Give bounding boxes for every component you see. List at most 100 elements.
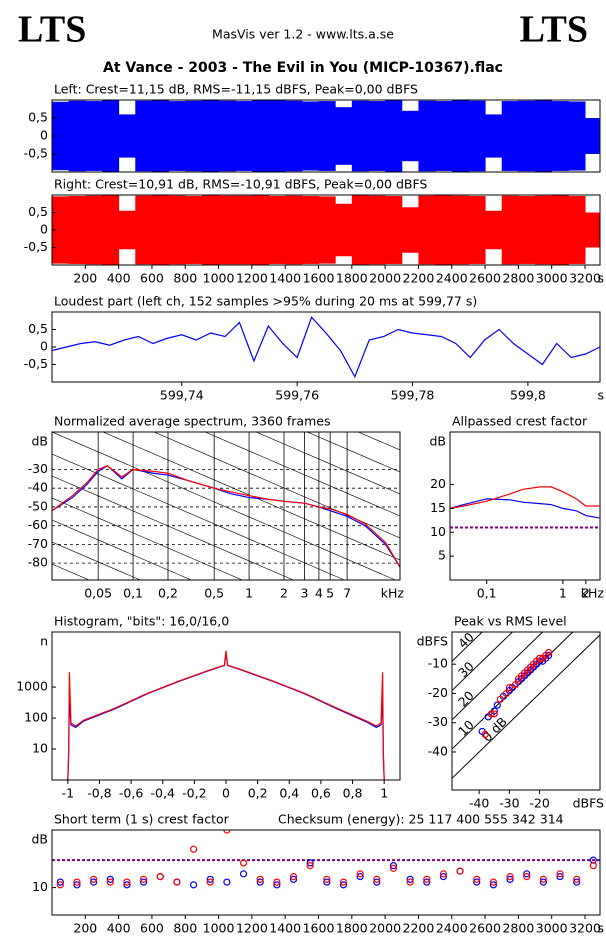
x-unit: s xyxy=(597,388,604,403)
waveform-envelope xyxy=(135,100,153,172)
x-tick-label: 2000 xyxy=(369,921,401,936)
slope-guide xyxy=(52,541,141,580)
point xyxy=(423,878,431,886)
panel: Histogram, "bits": 16,0/16,0n100010010-1… xyxy=(16,614,401,801)
waveform-envelope xyxy=(435,195,453,265)
point xyxy=(423,875,431,883)
waveform-envelope xyxy=(52,196,70,264)
x-tick-label: 1200 xyxy=(236,921,268,936)
x-tick-label: 4 xyxy=(315,586,323,601)
x-tick-label: 3000 xyxy=(536,921,568,936)
x-tick-label: -0,6 xyxy=(119,786,143,801)
waveform-envelope xyxy=(485,210,503,250)
x-tick-label: 400 xyxy=(107,271,131,286)
point xyxy=(239,859,248,867)
waveform-envelope xyxy=(101,100,120,172)
y-tick-label: -0,5 xyxy=(24,146,48,161)
waveform-envelope xyxy=(568,196,586,264)
waveform-envelope xyxy=(118,210,136,250)
plot-area xyxy=(52,830,600,889)
waveform-envelope xyxy=(335,203,353,257)
series-line xyxy=(67,653,385,780)
app-name: MasVis ver 1.2 - www.lts.a.se xyxy=(212,27,394,42)
waveform-envelope xyxy=(85,195,103,265)
point xyxy=(389,862,398,870)
point xyxy=(556,873,564,881)
x-tick-label: 2 xyxy=(582,586,590,601)
series-line xyxy=(67,650,385,780)
waveform-envelope xyxy=(185,196,203,264)
waveform-envelope xyxy=(151,100,170,172)
annotation: Checksum (energy): 25 117 400 555 342 31… xyxy=(278,812,564,827)
point xyxy=(73,881,81,889)
waveform-envelope xyxy=(251,195,270,265)
frame xyxy=(51,311,601,383)
x-unit: kHz xyxy=(381,586,405,601)
point xyxy=(206,875,214,883)
diagonal-label: 20 xyxy=(455,688,477,710)
point xyxy=(539,878,547,886)
point xyxy=(106,878,114,886)
x-tick-label: 2200 xyxy=(403,271,435,286)
slope-guide xyxy=(153,432,400,539)
point xyxy=(273,881,281,889)
waveform-envelope xyxy=(52,101,70,171)
x-tick-label: 200 xyxy=(73,921,97,936)
point xyxy=(406,875,414,883)
waveform-envelope xyxy=(368,195,386,265)
waveform-envelope xyxy=(268,100,286,172)
waveform-envelope xyxy=(218,100,236,172)
point xyxy=(189,845,198,853)
series-line xyxy=(52,316,600,379)
panel-title: Loudest part (left ch, 152 samples >95% … xyxy=(54,294,477,309)
point xyxy=(289,873,298,881)
x-tick-label: 1600 xyxy=(303,921,335,936)
panel-title: Peak vs RMS level xyxy=(454,614,567,629)
waveform-envelope xyxy=(168,101,186,171)
point xyxy=(511,681,520,689)
logo-right: LTS xyxy=(520,9,588,51)
point xyxy=(535,654,544,662)
waveform-envelope xyxy=(468,196,486,264)
x-tick-label: 599,74 xyxy=(160,388,204,403)
x-tick-label: 0,05 xyxy=(84,586,112,601)
y-unit: dBFS xyxy=(417,634,448,649)
y-tick-label: 10 xyxy=(430,524,446,539)
logo-left: LTS xyxy=(18,9,86,51)
panel-title: Allpassed crest factor xyxy=(452,414,588,429)
y-unit: n xyxy=(40,634,48,649)
waveform-envelope xyxy=(251,100,270,172)
y-tick-label: 20 xyxy=(430,476,446,491)
y-tick-label: 10 xyxy=(32,741,48,756)
point xyxy=(573,878,581,886)
waveform-envelope xyxy=(318,101,336,171)
x-tick-label: 2800 xyxy=(502,921,534,936)
waveform-envelope xyxy=(468,100,486,172)
y-tick-label: 0,5 xyxy=(28,110,48,125)
slope-guide xyxy=(52,519,192,580)
point xyxy=(323,878,331,886)
point xyxy=(487,710,495,718)
x-tick-label: -1 xyxy=(62,786,74,801)
x-tick-label: 0,2 xyxy=(248,786,268,801)
slope-guide xyxy=(102,432,400,561)
crest-diagonal xyxy=(452,634,600,779)
x-unit: s xyxy=(597,271,604,286)
x-tick-label: -0,2 xyxy=(182,786,206,801)
x-tick-label: 3 xyxy=(300,586,308,601)
waveform-envelope xyxy=(535,195,553,265)
waveform-envelope xyxy=(518,196,536,264)
waveform-envelope xyxy=(201,195,220,265)
y-tick-label: -40 xyxy=(428,743,448,758)
x-tick-label: 800 xyxy=(173,921,197,936)
frame xyxy=(51,194,601,266)
panel: Loudest part (left ch, 152 samples >95% … xyxy=(24,294,604,403)
slope-guide xyxy=(52,475,295,580)
x-tick-label: 1400 xyxy=(269,921,301,936)
waveform-envelope xyxy=(151,195,170,265)
frame xyxy=(51,99,601,173)
y-tick-label: 1000 xyxy=(16,679,48,694)
waveform-envelope xyxy=(301,196,320,264)
point xyxy=(589,862,597,870)
point xyxy=(206,878,214,886)
